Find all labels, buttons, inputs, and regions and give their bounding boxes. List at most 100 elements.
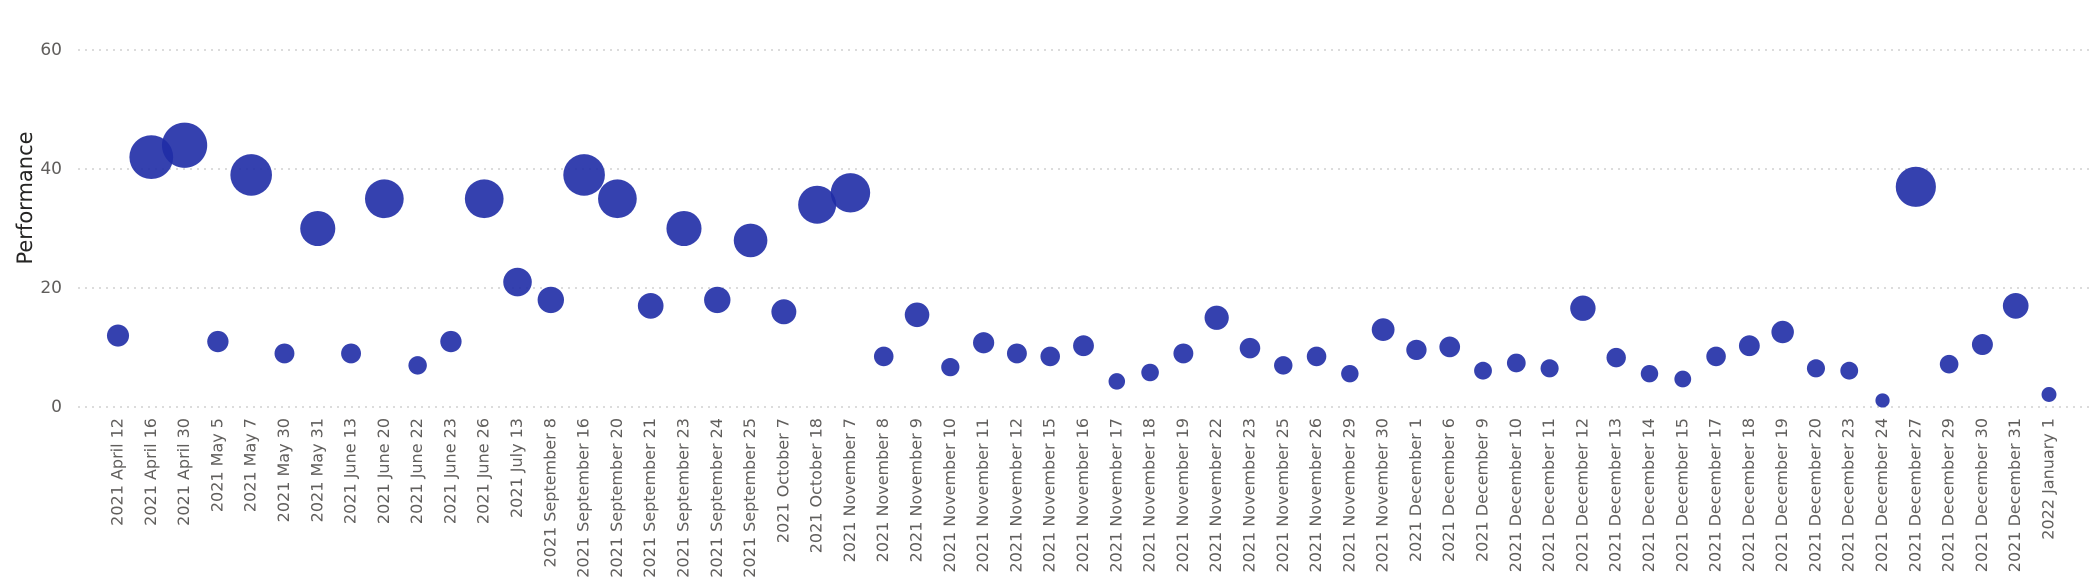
bubble: [2002, 292, 2029, 319]
bubble: [563, 154, 605, 196]
x-tick-label: 2021 November 9: [907, 418, 926, 562]
bubble: [973, 332, 995, 354]
bubble: [274, 343, 295, 364]
bubble: [1239, 337, 1261, 359]
bubble: [230, 154, 272, 196]
x-tick-label: 2021 September 21: [640, 418, 659, 578]
bubble: [1706, 346, 1726, 367]
bubble: [873, 346, 894, 367]
bubble: [1204, 305, 1229, 330]
x-tick-label: 2021 November 17: [1106, 418, 1125, 572]
bubble: [1108, 373, 1126, 390]
x-tick-label: 2021 May 30: [274, 418, 293, 522]
x-tick-label: 2021 September 8: [540, 418, 559, 568]
x-tick-label: 2021 May 7: [241, 418, 260, 512]
bubble: [364, 179, 404, 219]
bubble: [207, 330, 229, 353]
bubble: [941, 358, 960, 377]
x-tick-label: 2021 June 13: [341, 418, 360, 524]
x-tick-label: 2021 April 30: [174, 418, 193, 526]
bubble: [1341, 364, 1359, 383]
x-tick-label: 2021 November 7: [840, 418, 859, 562]
x-tick-label: 2021 September 20: [607, 418, 626, 578]
y-tick-label: 0: [51, 397, 62, 417]
bubble: [666, 210, 702, 247]
x-tick-label: 2021 June 26: [474, 418, 493, 524]
x-tick-label: 2021 September 24: [707, 418, 726, 578]
x-tick-label: 2021 December 9: [1473, 418, 1492, 562]
bubble: [904, 302, 930, 328]
bubble: [1274, 356, 1293, 375]
bubble: [1439, 336, 1461, 358]
bubble: [733, 223, 768, 258]
x-tick-label: 2021 October 18: [807, 418, 826, 553]
bubble: [464, 179, 504, 219]
x-tick-label: 2021 November 22: [1206, 418, 1225, 572]
bubble: [1506, 353, 1526, 373]
x-tick-label: 2021 December 30: [1972, 418, 1991, 572]
y-axis-label: Performance: [13, 131, 37, 264]
bubble: [598, 179, 637, 219]
x-tick-label: 2021 December 15: [1672, 418, 1691, 572]
x-tick-label: 2021 December 11: [1539, 418, 1558, 572]
bubble: [408, 356, 427, 375]
x-tick-label: 2021 September 23: [673, 418, 692, 578]
x-tick-label: 2021 November 25: [1273, 418, 1292, 572]
x-tick-label: 2021 November 16: [1073, 418, 1092, 572]
x-tick-label: 2021 April 12: [108, 418, 127, 526]
bubble: [1570, 295, 1596, 321]
x-tick-label: 2021 November 8: [873, 418, 892, 562]
x-tick-label: 2021 November 30: [1373, 418, 1392, 572]
x-tick-label: 2021 December 12: [1572, 418, 1591, 572]
x-tick-label: 2021 November 15: [1040, 418, 1059, 572]
x-tick-label: 2021 June 20: [374, 418, 393, 524]
x-tick-label: 2021 September 16: [574, 418, 593, 578]
x-tick-label: 2021 April 16: [141, 418, 160, 526]
x-tick-label: 2021 June 23: [440, 418, 459, 524]
bubble: [1806, 359, 1825, 378]
x-tick-label: 2021 December 23: [1839, 418, 1858, 572]
y-tick-label: 20: [40, 278, 62, 298]
bubble: [1141, 363, 1159, 382]
bubble: [300, 210, 336, 247]
x-tick-label: 2021 December 1: [1406, 418, 1425, 562]
bubble: [1040, 346, 1060, 367]
x-tick-label: 2021 December 13: [1606, 418, 1625, 572]
x-tick-label: 2021 December 24: [1872, 418, 1891, 572]
x-tick-label: 2021 May 5: [207, 418, 226, 512]
x-tick-label: 2021 December 20: [1805, 418, 1824, 572]
x-tick-label: 2021 December 27: [1905, 418, 1924, 572]
x-tick-label: 2021 October 7: [773, 418, 792, 543]
bubble: [1173, 343, 1194, 364]
bubble: [1840, 361, 1859, 380]
x-tick-label: 2021 July 13: [507, 418, 526, 518]
x-tick-label: 2021 November 12: [1006, 418, 1025, 572]
bubble: [1406, 339, 1427, 361]
bubble: [1674, 370, 1692, 388]
bubble: [106, 324, 130, 347]
bubble: [1771, 320, 1794, 344]
bubble: [830, 173, 871, 213]
x-tick-label: 2021 November 26: [1306, 418, 1325, 572]
bubble: [440, 330, 462, 353]
bubble: [503, 267, 532, 297]
bubble: [537, 286, 565, 314]
bubble: [637, 292, 664, 319]
x-tick-label: 2021 June 22: [407, 418, 426, 524]
x-tick-label: 2021 September 25: [740, 418, 759, 578]
bubble: [1606, 347, 1626, 368]
x-tick-label: 2021 December 31: [2005, 418, 2024, 572]
bubble: [1895, 166, 1936, 207]
bubble: [1474, 361, 1492, 380]
x-tick-label: 2021 November 29: [1339, 418, 1358, 572]
bubble: [1006, 343, 1027, 364]
x-tick-label: 2021 November 18: [1140, 418, 1159, 572]
x-tick-label: 2021 November 11: [973, 418, 992, 572]
bubble: [341, 343, 362, 364]
x-tick-label: 2021 December 19: [1772, 418, 1791, 572]
y-tick-label: 60: [40, 40, 62, 60]
bubble: [704, 286, 731, 314]
bubble: [1971, 334, 1993, 356]
bubble: [1738, 335, 1760, 357]
bubble: [161, 122, 208, 168]
